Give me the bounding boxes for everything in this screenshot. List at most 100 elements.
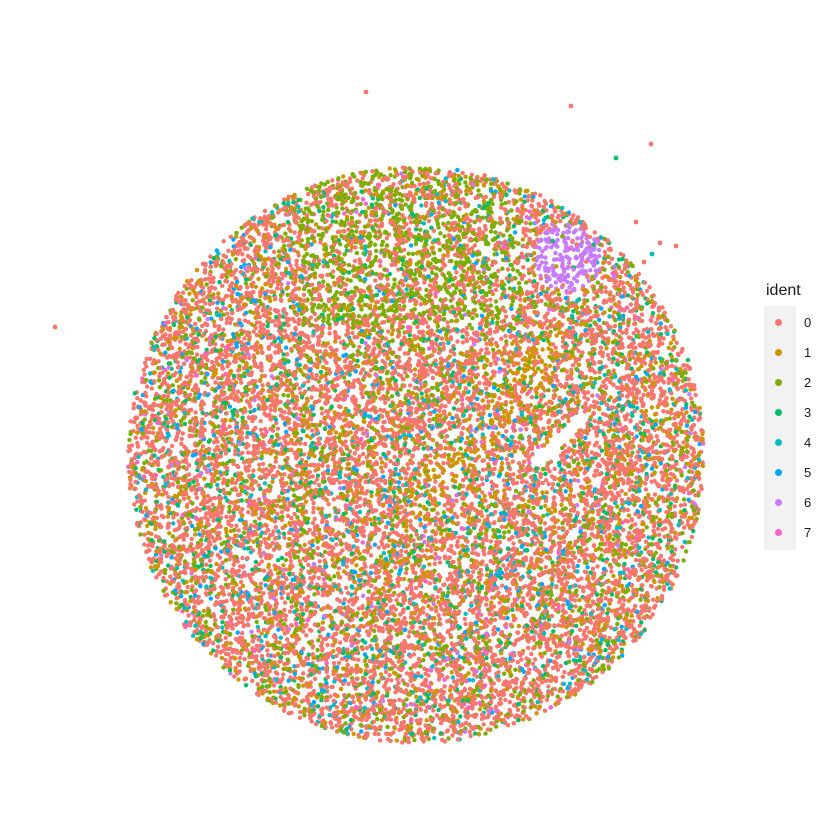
point-cluster-4 bbox=[667, 586, 672, 591]
point-cluster-0 bbox=[207, 558, 213, 563]
point-cluster-2 bbox=[339, 542, 344, 547]
point-cluster-0 bbox=[135, 444, 141, 449]
point-cluster-1 bbox=[348, 430, 353, 435]
point-cluster-0 bbox=[173, 437, 179, 442]
point-cluster-1 bbox=[392, 613, 397, 618]
point-cluster-0 bbox=[211, 428, 216, 433]
point-cluster-3 bbox=[474, 515, 479, 520]
point-cluster-0 bbox=[627, 487, 632, 492]
point-cluster-0 bbox=[460, 340, 466, 345]
point-cluster-0 bbox=[288, 263, 293, 268]
point-cluster-0 bbox=[484, 602, 489, 607]
point-cluster-0 bbox=[584, 547, 589, 552]
point-cluster-3 bbox=[447, 527, 452, 533]
point-cluster-0 bbox=[189, 536, 194, 542]
point-cluster-0 bbox=[607, 356, 612, 362]
point-cluster-0 bbox=[402, 616, 407, 621]
point-cluster-0 bbox=[504, 456, 509, 462]
point-cluster-0 bbox=[556, 623, 561, 628]
point-cluster-2 bbox=[546, 388, 551, 393]
point-cluster-4 bbox=[561, 681, 567, 687]
point-cluster-5 bbox=[393, 203, 398, 208]
point-cluster-0 bbox=[288, 686, 293, 691]
point-cluster-0 bbox=[204, 562, 209, 567]
point-cluster-0 bbox=[460, 170, 465, 176]
spatial-scatter-plot bbox=[52, 89, 706, 745]
point-cluster-0 bbox=[127, 486, 133, 491]
point-cluster-2 bbox=[490, 316, 495, 322]
point-cluster-4 bbox=[432, 735, 437, 741]
point-cluster-1 bbox=[387, 166, 392, 171]
point-cluster-0 bbox=[501, 563, 506, 568]
point-cluster-2 bbox=[445, 702, 451, 707]
point-cluster-6 bbox=[360, 593, 366, 598]
point-cluster-0 bbox=[382, 545, 387, 550]
point-cluster-1 bbox=[540, 347, 545, 352]
point-cluster-0 bbox=[350, 330, 355, 336]
point-cluster-1 bbox=[518, 197, 524, 202]
point-cluster-1 bbox=[577, 597, 582, 603]
point-cluster-4 bbox=[255, 624, 261, 630]
point-cluster-2 bbox=[510, 267, 516, 272]
point-cluster-0 bbox=[484, 346, 489, 352]
point-cluster-0 bbox=[446, 233, 452, 238]
point-cluster-0 bbox=[624, 330, 629, 335]
point-cluster-1 bbox=[354, 563, 359, 568]
point-cluster-0 bbox=[504, 186, 509, 191]
point-cluster-0 bbox=[334, 723, 339, 728]
point-cluster-3 bbox=[496, 388, 501, 393]
point-cluster-1 bbox=[559, 502, 564, 507]
point-cluster-0 bbox=[449, 543, 454, 549]
point-cluster-5 bbox=[686, 497, 691, 502]
point-cluster-0 bbox=[209, 359, 215, 365]
point-cluster-2 bbox=[321, 279, 326, 284]
point-cluster-5 bbox=[246, 341, 251, 346]
point-cluster-0 bbox=[315, 545, 320, 551]
point-cluster-0 bbox=[200, 323, 205, 329]
point-cluster-0 bbox=[403, 476, 408, 481]
point-cluster-2 bbox=[597, 375, 602, 381]
point-cluster-5 bbox=[619, 624, 624, 629]
point-cluster-2 bbox=[594, 668, 599, 674]
point-cluster-0 bbox=[328, 694, 333, 699]
point-cluster-3 bbox=[460, 334, 465, 339]
point-cluster-0 bbox=[279, 510, 284, 515]
point-cluster-1 bbox=[341, 174, 346, 179]
point-cluster-2 bbox=[418, 664, 423, 669]
point-cluster-0 bbox=[142, 532, 147, 537]
point-cluster-4 bbox=[612, 627, 617, 632]
point-cluster-3 bbox=[599, 448, 604, 453]
point-cluster-2 bbox=[413, 241, 419, 247]
point-cluster-3 bbox=[515, 702, 521, 707]
point-cluster-0 bbox=[515, 415, 521, 420]
point-cluster-2 bbox=[389, 394, 395, 399]
point-cluster-0 bbox=[422, 666, 427, 671]
point-cluster-0 bbox=[440, 257, 446, 262]
point-cluster-1 bbox=[626, 513, 632, 518]
point-cluster-2 bbox=[611, 537, 616, 542]
point-cluster-0 bbox=[433, 632, 438, 637]
point-cluster-0 bbox=[309, 395, 314, 400]
point-cluster-4 bbox=[275, 529, 281, 534]
point-cluster-2 bbox=[681, 497, 687, 502]
point-cluster-0 bbox=[460, 402, 465, 407]
point-cluster-0 bbox=[159, 410, 164, 415]
point-cluster-2 bbox=[670, 439, 675, 445]
point-cluster-0 bbox=[336, 566, 342, 571]
point-cluster-2 bbox=[283, 557, 289, 563]
point-cluster-5 bbox=[649, 466, 655, 471]
point-cluster-0 bbox=[657, 532, 662, 537]
point-cluster-0 bbox=[437, 616, 442, 622]
point-cluster-1 bbox=[489, 494, 494, 499]
point-cluster-1 bbox=[441, 253, 446, 258]
point-cluster-3 bbox=[265, 324, 270, 329]
point-cluster-0 bbox=[275, 671, 280, 676]
point-cluster-4 bbox=[450, 675, 456, 680]
point-cluster-1 bbox=[543, 362, 548, 368]
point-cluster-0 bbox=[689, 534, 695, 540]
point-cluster-2 bbox=[320, 213, 326, 218]
point-cluster-0 bbox=[149, 386, 154, 391]
point-cluster-3 bbox=[451, 406, 457, 411]
point-cluster-2 bbox=[556, 292, 562, 297]
point-cluster-1 bbox=[177, 346, 182, 352]
